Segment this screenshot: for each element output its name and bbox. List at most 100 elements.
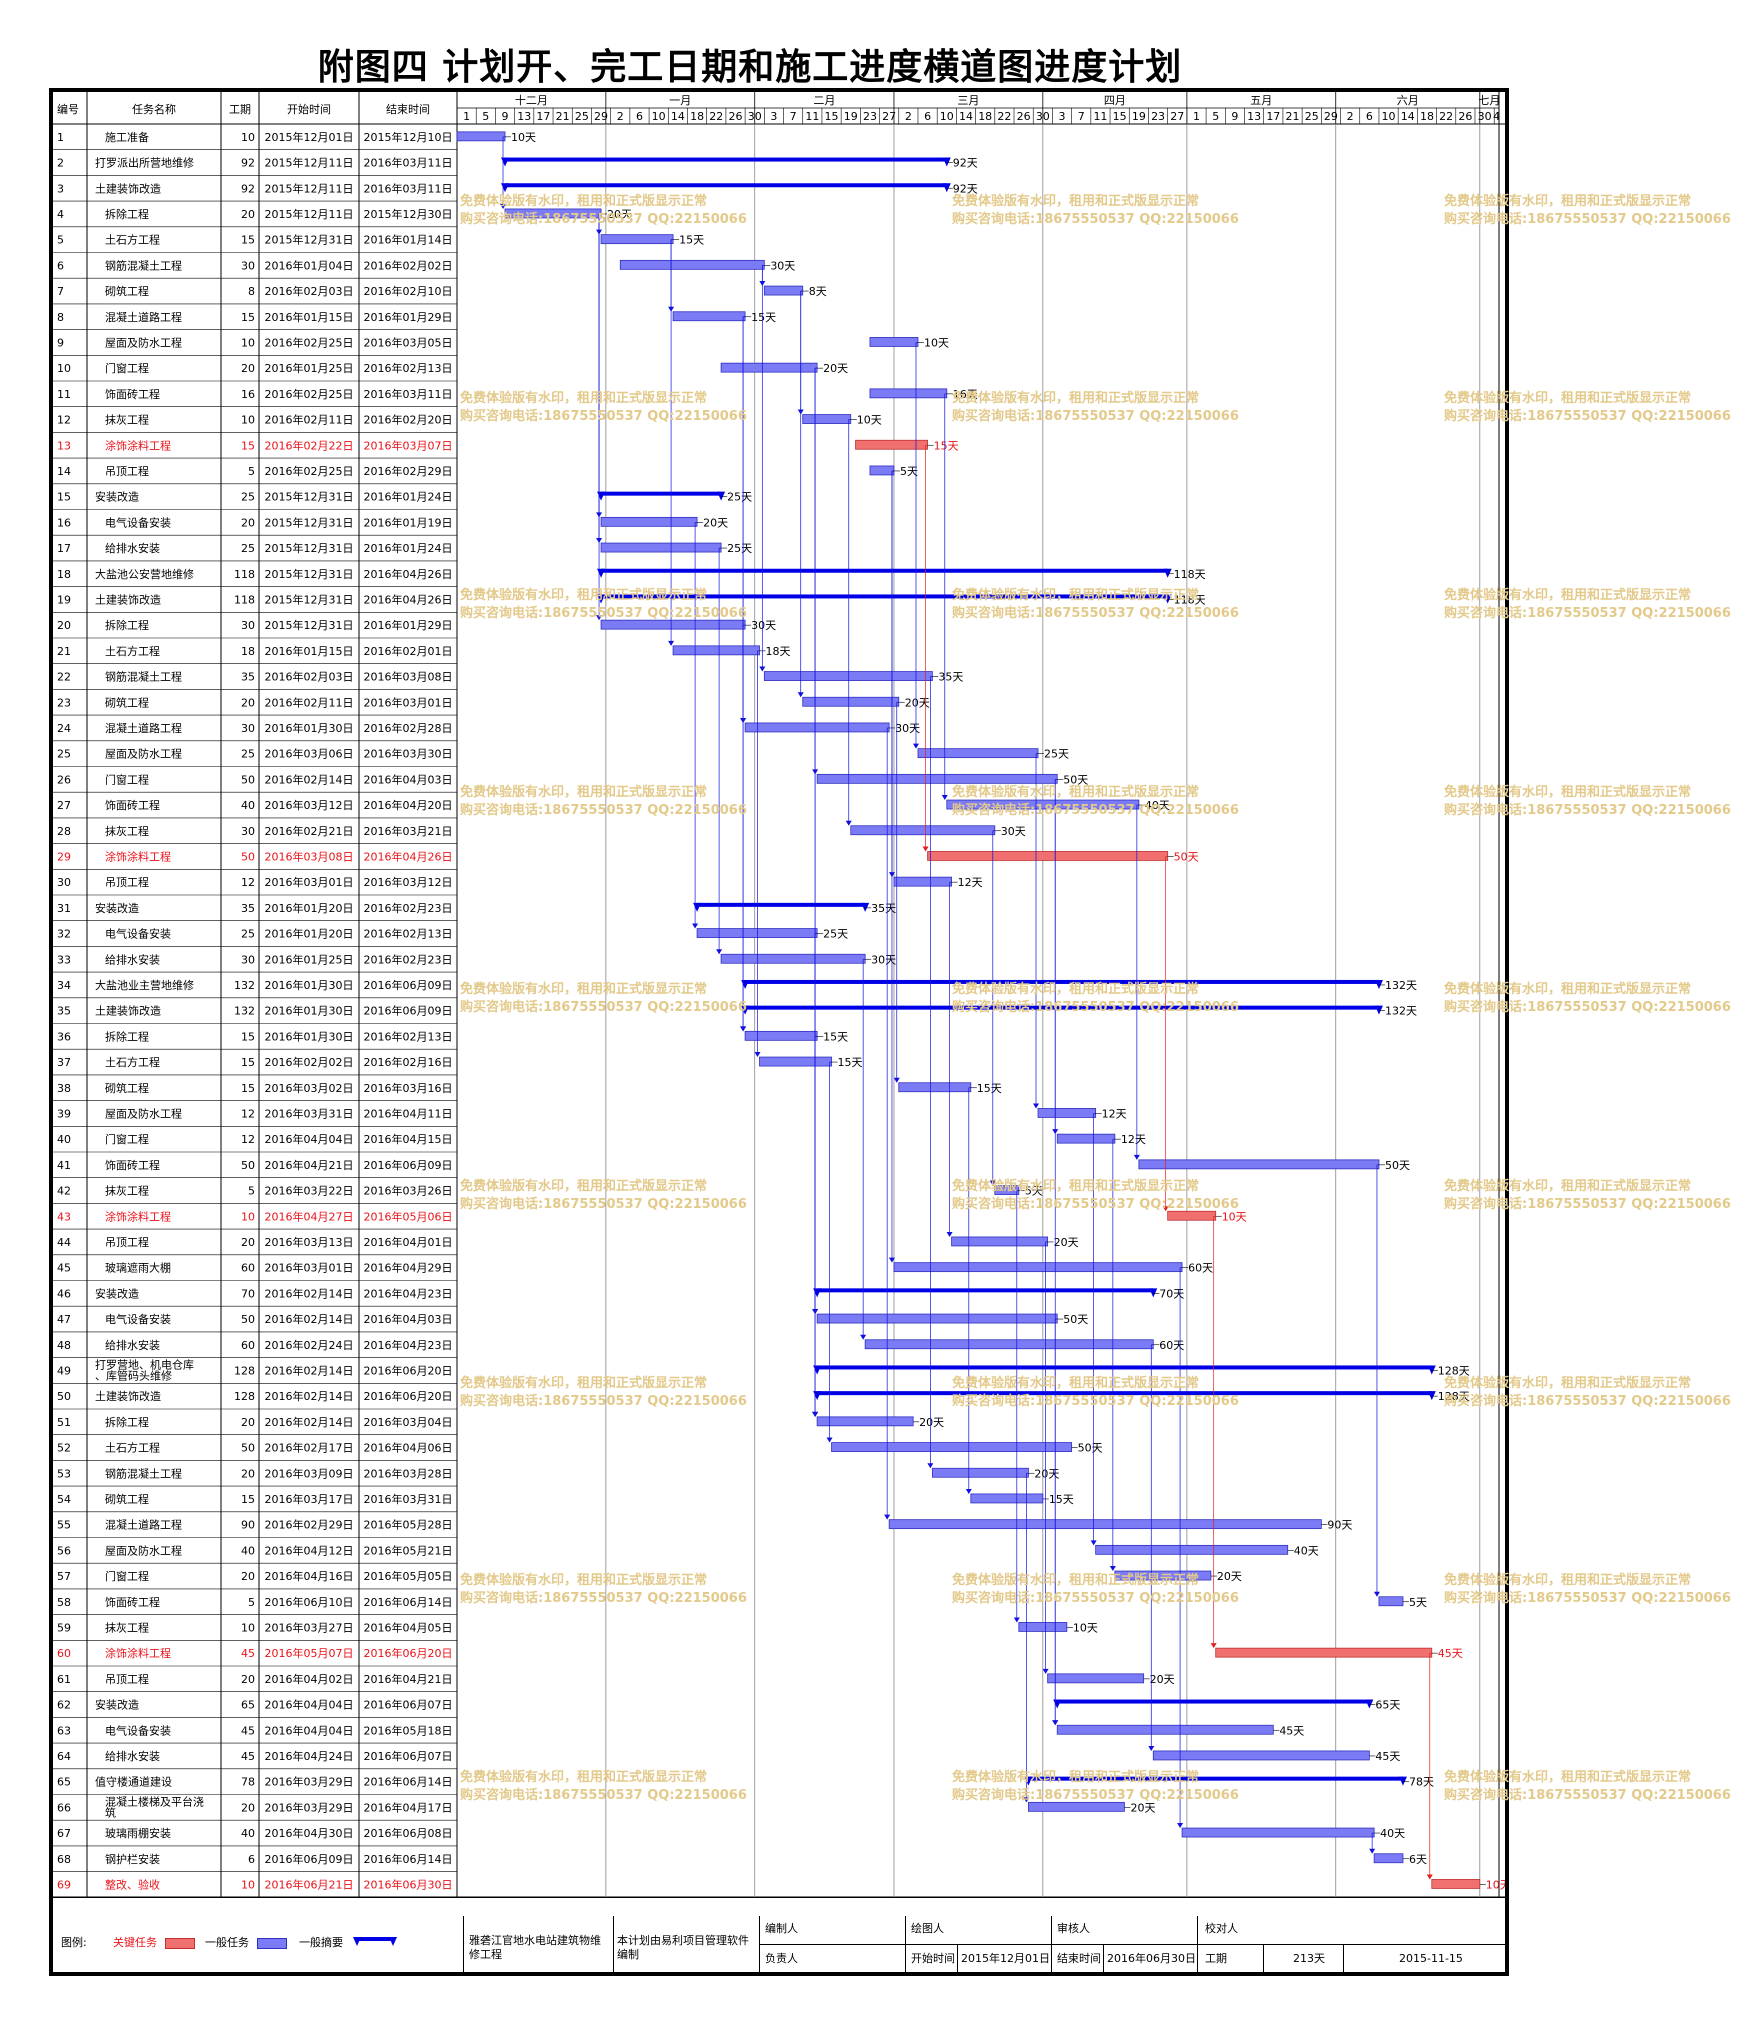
task-start: 2016年02月14日 xyxy=(265,772,354,786)
dependency-arrow xyxy=(1373,1591,1380,1597)
task-end: 2016年03月11日 xyxy=(364,156,453,170)
summary-bar xyxy=(1028,1776,1403,1781)
summary-bar-start-cap xyxy=(501,157,510,167)
task-duration: 6 xyxy=(248,1853,255,1866)
day-tick-label: 18 xyxy=(1420,110,1434,123)
task-duration: 60 xyxy=(241,1262,255,1275)
footer-duration-value: 213天 xyxy=(1293,1952,1325,1965)
task-duration: 20 xyxy=(241,516,255,529)
summary-bar-end-cap xyxy=(1374,1005,1383,1015)
header-start: 开始时间 xyxy=(287,102,331,116)
bar-label: 15天 xyxy=(838,1056,863,1069)
task-end: 2016年06月07日 xyxy=(364,1749,453,1763)
task-end: 2016年04月01日 xyxy=(364,1235,453,1249)
task-name: 值守楼通道建设 xyxy=(95,1775,172,1789)
task-bar xyxy=(1018,1622,1068,1632)
dependency-arrow xyxy=(845,820,852,826)
critical-bar xyxy=(1431,1879,1481,1889)
summary-bar-end-cap xyxy=(1398,1776,1407,1786)
task-id: 65 xyxy=(57,1776,71,1789)
task-duration: 20 xyxy=(241,696,255,709)
footer-software: 本计划由易利项目管理软件编制 xyxy=(617,1934,749,1961)
task-id: 54 xyxy=(57,1493,71,1506)
bar-label: 60天 xyxy=(1188,1262,1213,1275)
task-duration: 15 xyxy=(241,311,255,324)
task-end: 2016年06月30日 xyxy=(364,1877,453,1891)
task-end: 2016年06月14日 xyxy=(364,1775,453,1789)
task-name: 电气设备安装 xyxy=(105,515,171,529)
task-duration: 20 xyxy=(241,1467,255,1480)
task-name: 钢筋混凝土工程 xyxy=(105,258,182,272)
task-end: 2016年05月06日 xyxy=(364,1209,453,1223)
bar-label: 25天 xyxy=(727,542,752,555)
task-duration: 15 xyxy=(241,1030,255,1043)
task-start: 2016年02月14日 xyxy=(265,1415,354,1429)
dependency-arrow xyxy=(1052,1720,1059,1726)
dependency-arrow xyxy=(1133,1154,1140,1160)
task-duration: 45 xyxy=(241,1647,255,1660)
task-end: 2016年02月28日 xyxy=(364,721,453,735)
task-end: 2016年03月12日 xyxy=(364,875,453,889)
task-end: 2016年03月11日 xyxy=(364,181,453,195)
task-end: 2016年02月10日 xyxy=(364,284,453,298)
task-duration: 20 xyxy=(241,1236,255,1249)
dependency-arrow xyxy=(812,1411,819,1417)
task-name: 吊顶工程 xyxy=(105,1236,149,1249)
bar-label: 10天 xyxy=(511,131,536,144)
task-duration: 30 xyxy=(241,825,255,838)
task-id: 63 xyxy=(57,1724,71,1737)
task-bar xyxy=(720,362,818,373)
task-bar xyxy=(1373,1853,1404,1864)
day-tick-label: 1 xyxy=(463,110,470,123)
task-end: 2016年04月03日 xyxy=(364,772,453,786)
task-bar xyxy=(951,1236,1049,1247)
task-start: 2015年12月31日 xyxy=(265,515,354,529)
day-tick-label: 25 xyxy=(1305,110,1319,123)
task-name: 土石方工程 xyxy=(105,233,160,247)
task-end: 2016年04月26日 xyxy=(364,567,453,581)
task-duration: 16 xyxy=(241,388,255,401)
task-end: 2016年04月26日 xyxy=(364,592,453,606)
task-bar xyxy=(744,1030,818,1041)
bar-label: 50天 xyxy=(1063,773,1088,786)
bar-label: 6天 xyxy=(1409,1853,1427,1866)
task-name: 大盐池业主营地维修 xyxy=(95,978,194,992)
task-name: 砌筑工程 xyxy=(105,695,149,709)
task-bar xyxy=(720,953,866,964)
task-duration: 20 xyxy=(241,1673,255,1686)
task-duration: 10 xyxy=(241,1210,255,1223)
task-duration: 15 xyxy=(241,439,255,452)
bar-label: 16天 xyxy=(953,388,978,401)
summary-bar xyxy=(817,1391,1432,1396)
task-start: 2016年02月14日 xyxy=(265,1389,354,1403)
dependency-arrow xyxy=(1013,1617,1020,1623)
day-tick-label: 9 xyxy=(1231,110,1238,123)
task-end: 2016年04月05日 xyxy=(364,1620,453,1634)
bar-label: 10天 xyxy=(924,336,949,349)
task-id: 36 xyxy=(57,1030,71,1043)
task-end: 2016年03月28日 xyxy=(364,1466,453,1480)
task-bar xyxy=(931,1467,1029,1478)
dependency-arrow xyxy=(989,1180,996,1186)
task-id: 16 xyxy=(57,516,71,529)
task-duration: 35 xyxy=(241,671,255,684)
bar-label: 10天 xyxy=(1073,1621,1098,1634)
bar-label: 10天 xyxy=(857,414,882,427)
bar-label: 25天 xyxy=(727,491,752,504)
task-name: 抹灰工程 xyxy=(105,1184,149,1198)
task-duration: 18 xyxy=(241,645,255,658)
summary-bar xyxy=(745,1005,1379,1010)
day-tick-label: 3 xyxy=(1059,110,1066,123)
task-id: 39 xyxy=(57,1107,71,1120)
bar-label: 60天 xyxy=(1159,1339,1184,1352)
task-bar xyxy=(1114,1570,1212,1581)
task-bar xyxy=(1378,1596,1404,1607)
task-bar xyxy=(1181,1827,1375,1838)
dependency-arrow xyxy=(500,203,507,209)
task-duration: 40 xyxy=(241,799,255,812)
task-bar xyxy=(763,285,804,296)
task-start: 2016年04月04日 xyxy=(265,1132,354,1146)
task-bar xyxy=(816,773,1058,784)
bar-label: 15天 xyxy=(751,311,776,324)
task-start: 2016年01月30日 xyxy=(265,1029,354,1043)
